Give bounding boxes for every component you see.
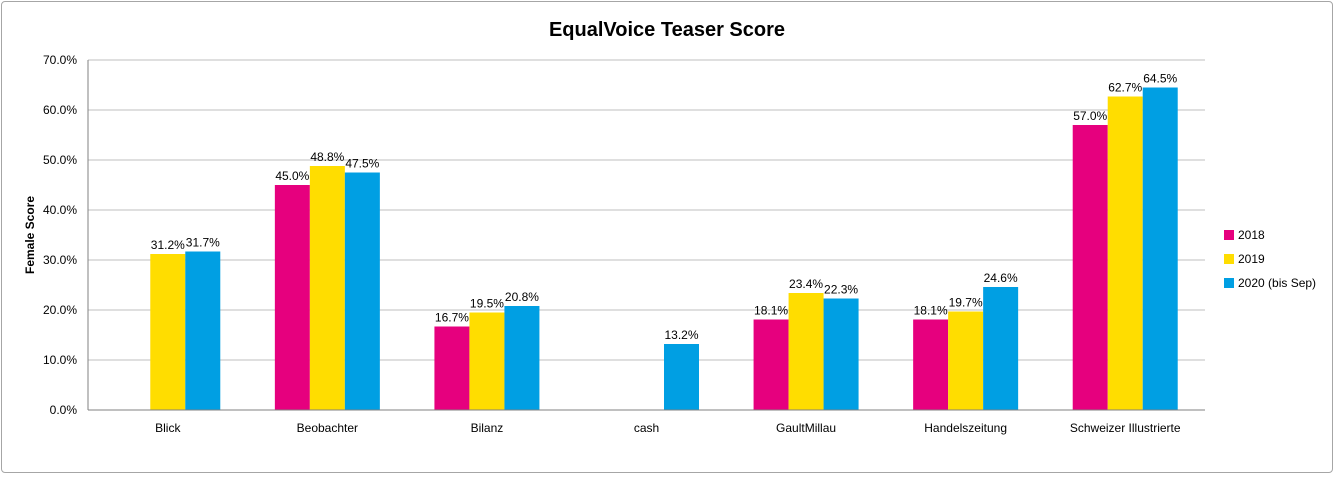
data-label: 62.7% — [1108, 81, 1142, 95]
x-tick-label: GaultMillau — [776, 421, 836, 435]
bar-2019-schweizer-illustrierte — [1107, 96, 1143, 410]
y-axis-label: Female Score — [23, 196, 37, 274]
legend-swatch — [1224, 254, 1234, 264]
bar-2020-bis-sep--beobachter — [344, 172, 380, 410]
bar-2019-handelszeitung — [948, 311, 984, 410]
legend-swatch — [1224, 230, 1234, 240]
bar-2018-beobachter — [274, 185, 310, 410]
bar-2018-bilanz — [434, 326, 470, 410]
y-tick-label: 20.0% — [43, 303, 77, 317]
x-tick-label: Handelszeitung — [924, 421, 1007, 435]
x-tick-label: Schweizer Illustrierte — [1070, 421, 1181, 435]
data-labels: 31.2% 31.7% 45.0%48.8% 47.5% 16.7%19.5% 20.8%… — [151, 72, 1178, 343]
data-label: 57.0% — [1073, 109, 1107, 123]
legend-swatch — [1224, 278, 1234, 288]
data-label: 22.3% — [824, 283, 858, 297]
bar-2018-handelszeitung — [913, 319, 949, 410]
data-label: 24.6% — [984, 271, 1018, 285]
legend-label: 2018 — [1238, 228, 1265, 242]
data-label: 19.7% — [949, 296, 983, 310]
legend-label: 2019 — [1238, 252, 1265, 266]
data-label: 47.5% — [345, 157, 379, 171]
y-tick-label: 0.0% — [50, 403, 78, 417]
y-tick-label: 40.0% — [43, 203, 77, 217]
bar-2018-gaultmillau — [753, 319, 789, 410]
chart-title: EqualVoice Teaser Score — [549, 19, 785, 41]
bar-2019-gaultmillau — [788, 293, 824, 410]
axes: 0.0% 10.0% 20.0% 30.0% 40.0% 50.0% 60.0% 70.0% B… — [43, 53, 1205, 435]
bar-2019-beobachter — [309, 166, 345, 410]
bar-2020-bis-sep--bilanz — [504, 306, 540, 410]
bars — [150, 87, 1178, 410]
data-label: 31.2% — [151, 238, 185, 252]
data-label: 18.1% — [914, 304, 948, 318]
data-label: 48.8% — [310, 150, 344, 164]
bar-2020-bis-sep--schweizer-illustrierte — [1142, 87, 1178, 410]
y-tick-label: 30.0% — [43, 253, 77, 267]
bar-2018-schweizer-illustrierte — [1072, 125, 1108, 410]
bar-2020-bis-sep--blick — [185, 251, 221, 410]
x-tick-label: Bilanz — [471, 421, 504, 435]
legend: 2018 2019 2020 (bis Sep) — [1224, 228, 1316, 290]
bar-2019-bilanz — [469, 312, 505, 410]
data-label: 31.7% — [186, 236, 220, 250]
x-tick-label: Beobachter — [297, 421, 358, 435]
legend-label: 2020 (bis Sep) — [1238, 276, 1316, 290]
data-label: 20.8% — [505, 290, 539, 304]
bar-2020-bis-sep--gaultmillau — [823, 298, 859, 410]
y-tick-label: 70.0% — [43, 53, 77, 67]
data-label: 64.5% — [1143, 72, 1177, 86]
bar-2020-bis-sep--handelszeitung — [983, 287, 1019, 410]
bar-2020-bis-sep--cash — [664, 344, 699, 410]
grid-lines — [88, 59, 1205, 361]
data-label: 19.5% — [470, 297, 504, 311]
data-label: 13.2% — [664, 328, 698, 342]
x-tick-label: cash — [634, 421, 659, 435]
data-label: 18.1% — [754, 304, 788, 318]
data-label: 45.0% — [275, 169, 309, 183]
x-tick-label: Blick — [155, 421, 181, 435]
y-tick-label: 60.0% — [43, 103, 77, 117]
y-tick-label: 10.0% — [43, 353, 77, 367]
bar-2019-blick — [150, 254, 186, 410]
chart-frame: EqualVoice Teaser Score Female Score 31.… — [1, 1, 1333, 473]
bar-chart: EqualVoice Teaser Score Female Score 31.… — [23, 19, 1316, 435]
y-tick-label: 50.0% — [43, 153, 77, 167]
data-label: 23.4% — [789, 277, 823, 291]
data-label: 16.7% — [435, 311, 469, 325]
